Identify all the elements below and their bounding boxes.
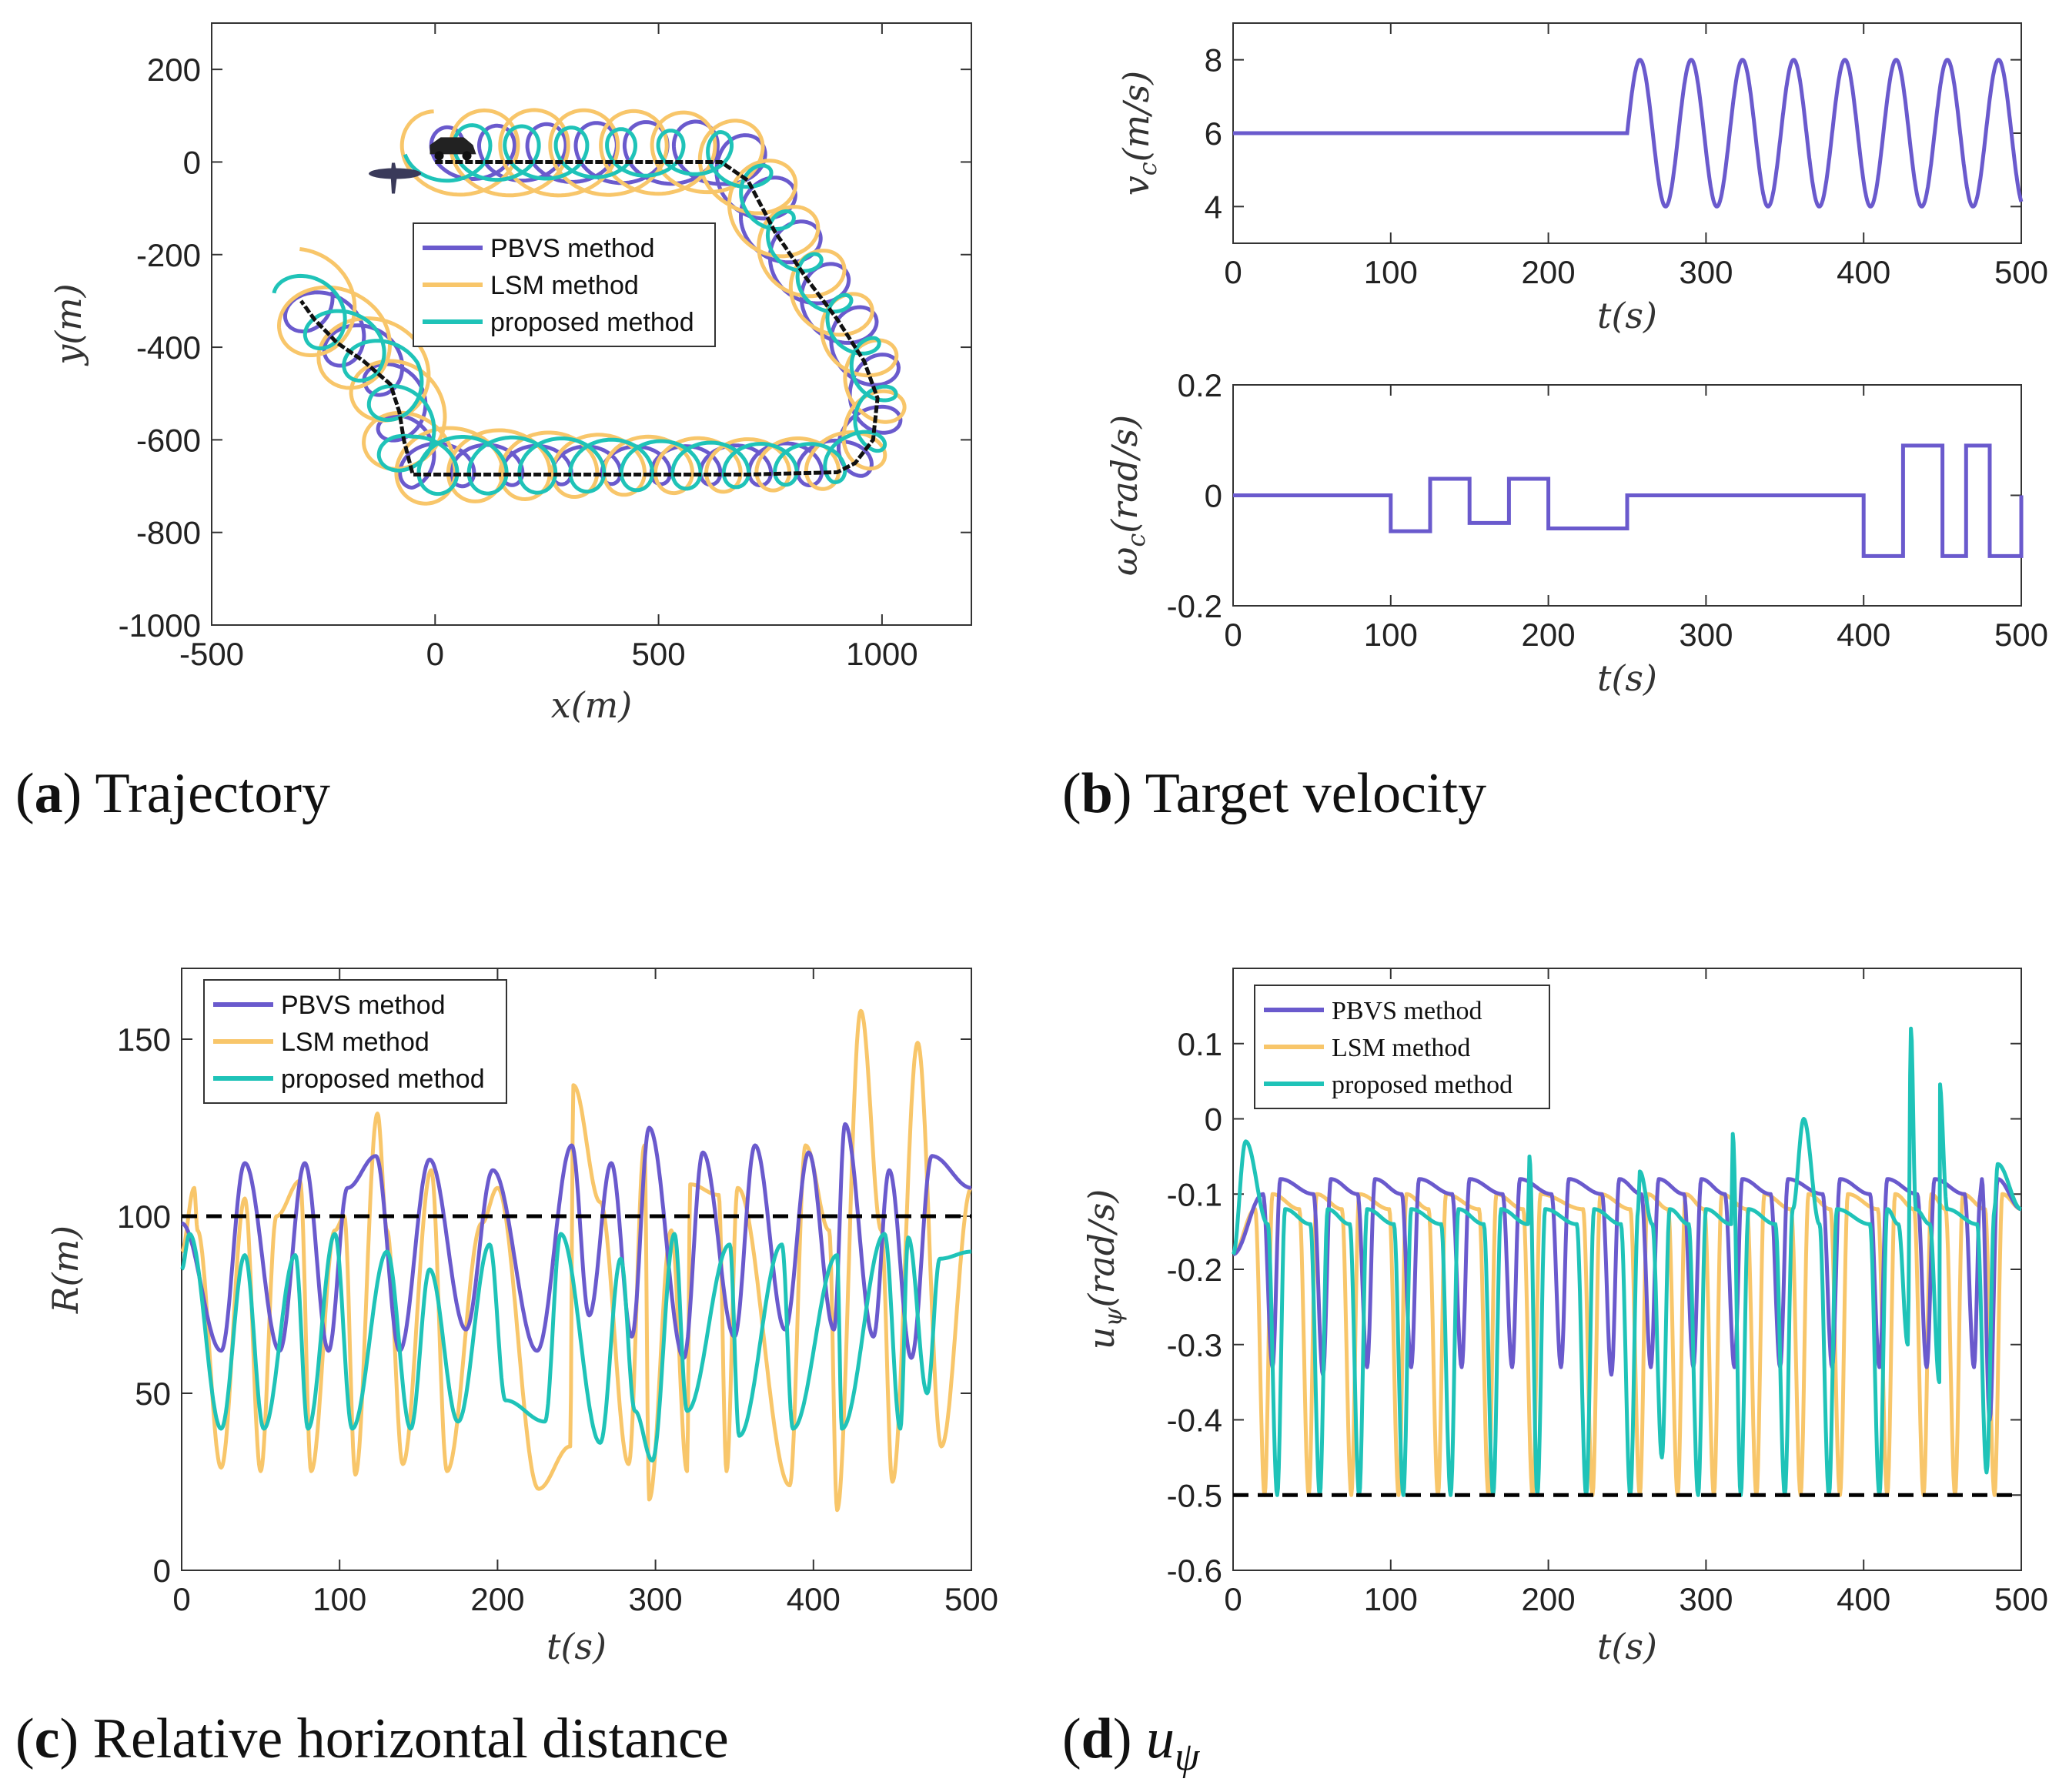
legend-label: proposed method xyxy=(490,308,694,337)
panel-target-speed: 0 100 200 300 400 500 4 6 8 t(s) vc(m/s) xyxy=(1115,22,2048,336)
caption-a: (a) Trajectory xyxy=(15,762,330,825)
y-tick-label: -0.4 xyxy=(1167,1403,1222,1439)
y-tick-label: 0 xyxy=(153,1553,171,1589)
x-tick-label: 400 xyxy=(1837,617,1890,653)
y-tick-label: 200 xyxy=(147,52,201,88)
y-tick-label: -1000 xyxy=(119,607,201,644)
y-tick-label: 100 xyxy=(117,1199,171,1235)
car-wheel xyxy=(462,151,472,161)
y-tick-label: -0.2 xyxy=(1167,588,1222,624)
y-tick-label: -0.1 xyxy=(1167,1176,1222,1212)
y-tick-label: 6 xyxy=(1205,115,1222,152)
x-tick-label: 100 xyxy=(313,1581,366,1617)
x-tick-label: 500 xyxy=(1994,1581,2048,1617)
y-tick-label: -800 xyxy=(136,515,201,551)
y-tick-label: 8 xyxy=(1205,42,1222,79)
y-axis-label: ωc(rad/s) xyxy=(1104,415,1151,576)
y-tick-label: -0.5 xyxy=(1167,1477,1222,1513)
legend-label: LSM method xyxy=(281,1028,430,1057)
car-wheel xyxy=(434,151,444,161)
y-tick-label: -400 xyxy=(136,329,201,366)
legend-label: PBVS method xyxy=(1332,997,1482,1025)
uav-icon xyxy=(369,162,422,194)
x-axis-label: t(s) xyxy=(1597,657,1657,699)
x-tick-label: 300 xyxy=(1679,1581,1733,1617)
x-tick-label: 400 xyxy=(787,1581,841,1617)
panel-relative-distance: 0 100 200 300 400 500 0 50 100 150 t(s) R(m) PBVS me… xyxy=(45,968,998,1667)
x-tick-label: 300 xyxy=(1679,617,1733,653)
caption-b: (b) Target velocity xyxy=(1062,762,1486,825)
y-tick-label: 4 xyxy=(1205,189,1222,225)
x-tick-label: 100 xyxy=(1364,1581,1418,1617)
y-tick-label: 150 xyxy=(117,1021,171,1058)
caption-c: (c) Relative horizontal distance xyxy=(15,1707,729,1770)
turn-rate-line xyxy=(1233,443,2024,558)
y-tick-label: -200 xyxy=(136,237,201,273)
trajectory-proposed xyxy=(272,123,898,496)
x-axis-label: t(s) xyxy=(1597,295,1657,336)
x-tick-label: 500 xyxy=(944,1581,998,1617)
x-tick-label: 100 xyxy=(1364,617,1418,653)
car-body xyxy=(430,137,476,155)
x-tick-label: 500 xyxy=(1994,254,2048,290)
x-tick-label: 100 xyxy=(1364,254,1418,290)
y-axis-label: y(m) xyxy=(48,283,89,366)
control-lsm xyxy=(1232,1192,2023,1497)
car-icon xyxy=(430,137,476,161)
x-axis-label: t(s) xyxy=(1597,1626,1657,1667)
x-tick-label: 200 xyxy=(1522,617,1576,653)
legend-label: LSM method xyxy=(1332,1034,1470,1062)
legend-label: LSM method xyxy=(490,271,639,300)
x-tick-label: 0 xyxy=(1224,617,1242,653)
x-tick-label: 0 xyxy=(1224,254,1242,290)
x-tick-label: 300 xyxy=(1679,254,1733,290)
x-tick-label: 300 xyxy=(629,1581,683,1617)
y-tick-label: -0.3 xyxy=(1167,1327,1222,1363)
x-axis-label: x(m) xyxy=(551,684,632,726)
x-tick-label: 400 xyxy=(1837,1581,1890,1617)
y-tick-label: -0.6 xyxy=(1167,1553,1222,1589)
y-tick-label: 0.2 xyxy=(1178,367,1222,403)
x-tick-label: 500 xyxy=(632,636,686,672)
panel-heading-control: 0 100 200 300 400 500 -0.6 -0.5 -0.4 -0.3 -0.2 -0.1… xyxy=(1081,968,2048,1667)
y-axis-label: vc(m/s) xyxy=(1115,71,1162,196)
legend-label: proposed method xyxy=(281,1065,485,1094)
x-tick-label: 200 xyxy=(1522,254,1576,290)
x-axis-label: t(s) xyxy=(546,1626,607,1667)
y-tick-label: 0 xyxy=(1205,1102,1222,1138)
y-axis-label: uψ(rad/s) xyxy=(1081,1189,1128,1350)
x-tick-label: 0 xyxy=(1224,1581,1242,1617)
y-tick-label: 0.1 xyxy=(1178,1026,1222,1062)
distance-proposed xyxy=(180,1232,973,1463)
x-tick-label: 0 xyxy=(172,1581,190,1617)
distance-lsm xyxy=(180,1008,973,1513)
y-tick-label: -0.2 xyxy=(1167,1252,1222,1288)
x-tick-label: 1000 xyxy=(846,636,918,672)
x-tick-label: 400 xyxy=(1837,254,1890,290)
x-tick-label: -500 xyxy=(179,636,244,672)
y-tick-label: 0 xyxy=(183,144,201,180)
y-tick-label: 0 xyxy=(1205,478,1222,514)
x-tick-label: 500 xyxy=(1994,617,2048,653)
legend-label: PBVS method xyxy=(490,234,655,263)
x-tick-label: 200 xyxy=(470,1581,524,1617)
x-tick-label: 0 xyxy=(426,636,444,672)
legend-label: proposed method xyxy=(1332,1071,1512,1099)
legend-label: PBVS method xyxy=(281,991,446,1020)
panel-target-turn-rate: 0 100 200 300 400 500-0.200.2t(s)ωc(rad/s) xyxy=(1104,367,2048,699)
x-tick-label: 200 xyxy=(1522,1581,1576,1617)
speed-line xyxy=(1233,58,2024,209)
uav-tail xyxy=(390,162,399,179)
caption-d: (d) uψ xyxy=(1062,1707,1201,1779)
control-proposed xyxy=(1231,1026,2023,1497)
trajectory-pbvs xyxy=(283,119,903,490)
y-tick-label: 50 xyxy=(135,1376,171,1412)
target-path xyxy=(299,160,880,476)
panel-trajectory: -500 0 500 1000 -1000 -800 -600 -400 -200 0 200 x(m… xyxy=(48,22,972,726)
y-axis-label: R(m) xyxy=(45,1225,86,1314)
y-tick-label: -600 xyxy=(136,422,201,458)
